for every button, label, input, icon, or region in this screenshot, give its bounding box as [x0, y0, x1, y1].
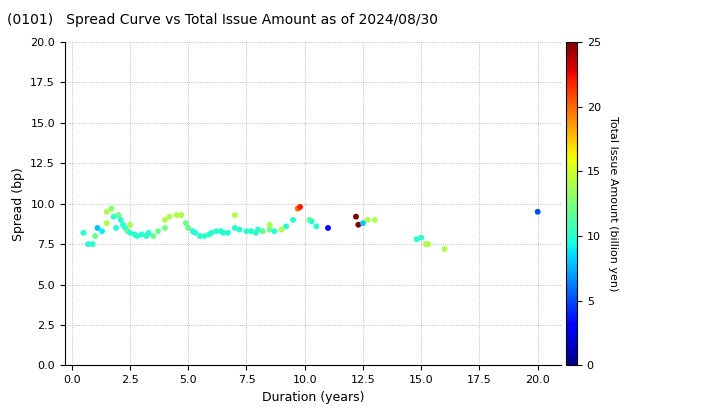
- Point: [89, 233, 101, 239]
- Point: [78, 229, 89, 236]
- Point: [210, 228, 222, 234]
- Point: [110, 225, 122, 231]
- Point: [187, 228, 199, 234]
- Point: [152, 228, 163, 234]
- Point: [240, 228, 252, 234]
- Point: [176, 212, 187, 218]
- Point: [269, 228, 280, 234]
- Point: [292, 205, 304, 212]
- Point: [215, 228, 227, 234]
- Point: [423, 241, 434, 247]
- Point: [287, 217, 299, 223]
- Point: [246, 228, 257, 234]
- Point: [217, 229, 229, 236]
- Point: [189, 229, 201, 236]
- Point: [159, 225, 171, 231]
- Point: [357, 220, 369, 226]
- Point: [250, 229, 261, 236]
- Text: (0101)   Spread Curve vs Total Issue Amount as of 2024/08/30: (0101) Spread Curve vs Total Issue Amoun…: [7, 13, 438, 26]
- Point: [253, 226, 264, 233]
- Point: [82, 241, 94, 247]
- Point: [125, 221, 136, 228]
- Point: [532, 208, 544, 215]
- Point: [140, 233, 152, 239]
- Point: [222, 229, 233, 236]
- Point: [131, 233, 143, 239]
- Point: [148, 233, 159, 239]
- Point: [96, 228, 108, 234]
- Point: [353, 221, 364, 228]
- Point: [159, 217, 171, 223]
- Point: [276, 226, 287, 233]
- Point: [143, 229, 154, 236]
- Point: [362, 217, 374, 223]
- Point: [257, 228, 269, 234]
- Point: [206, 229, 217, 236]
- Point: [180, 220, 192, 226]
- Point: [91, 225, 103, 231]
- Point: [264, 221, 276, 228]
- Point: [194, 233, 206, 239]
- Point: [415, 234, 427, 241]
- Point: [115, 217, 127, 223]
- Point: [136, 231, 148, 238]
- Point: [229, 212, 240, 218]
- Point: [125, 229, 136, 236]
- Point: [182, 225, 194, 231]
- Point: [369, 217, 380, 223]
- Point: [129, 231, 140, 238]
- Point: [204, 231, 215, 238]
- Y-axis label: Spread (bp): Spread (bp): [12, 167, 24, 241]
- Point: [411, 236, 423, 243]
- Point: [108, 213, 120, 220]
- Point: [323, 225, 334, 231]
- Point: [117, 221, 129, 228]
- Point: [106, 205, 117, 212]
- X-axis label: Duration (years): Duration (years): [261, 391, 364, 404]
- Point: [234, 226, 246, 233]
- Point: [280, 223, 292, 230]
- Point: [306, 218, 318, 225]
- Point: [87, 241, 99, 247]
- Point: [101, 220, 112, 226]
- Point: [420, 241, 431, 247]
- Y-axis label: Total Issue Amount (billion yen): Total Issue Amount (billion yen): [608, 116, 618, 291]
- Point: [171, 212, 182, 218]
- Point: [229, 225, 240, 231]
- Point: [199, 233, 210, 239]
- Point: [164, 213, 176, 220]
- Point: [304, 217, 315, 223]
- Point: [350, 213, 361, 220]
- Point: [101, 208, 112, 215]
- Point: [438, 246, 450, 252]
- Point: [122, 228, 133, 234]
- Point: [112, 212, 124, 218]
- Point: [264, 226, 276, 233]
- Point: [310, 223, 322, 230]
- Point: [294, 204, 306, 210]
- Point: [120, 225, 131, 231]
